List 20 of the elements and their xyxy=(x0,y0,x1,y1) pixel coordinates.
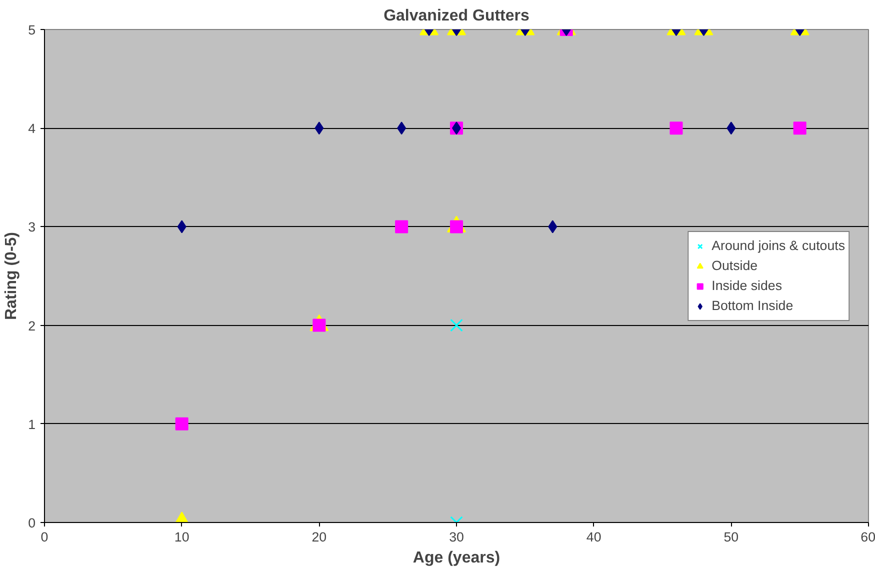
x-tick-label: 50 xyxy=(724,530,739,544)
y-tick-label: 4 xyxy=(28,121,36,136)
x-tick-label: 10 xyxy=(174,530,190,544)
y-tick-label: 1 xyxy=(28,416,36,432)
x-tick-label: 60 xyxy=(860,530,875,544)
y-tick-label: 2 xyxy=(28,318,36,334)
legend-label: Inside sides xyxy=(712,278,782,293)
legend-label: Bottom Inside xyxy=(712,298,794,313)
chart-title: Galvanized Gutters xyxy=(384,8,530,24)
legend-label: Around joins & cutouts xyxy=(712,238,845,253)
x-tick-label: 20 xyxy=(312,530,327,544)
y-tick-label: 5 xyxy=(28,22,36,38)
legend-label: Outside xyxy=(712,258,758,273)
x-tick-label: 40 xyxy=(586,530,602,544)
y-tick-label: 3 xyxy=(28,220,36,235)
x-tick-label: 30 xyxy=(449,530,464,544)
x-tick-label: 0 xyxy=(40,530,48,544)
y-axis-title: Rating (0-5) xyxy=(3,232,20,320)
y-tick-label: 0 xyxy=(28,516,36,530)
x-axis-title: Age (years) xyxy=(412,550,500,566)
